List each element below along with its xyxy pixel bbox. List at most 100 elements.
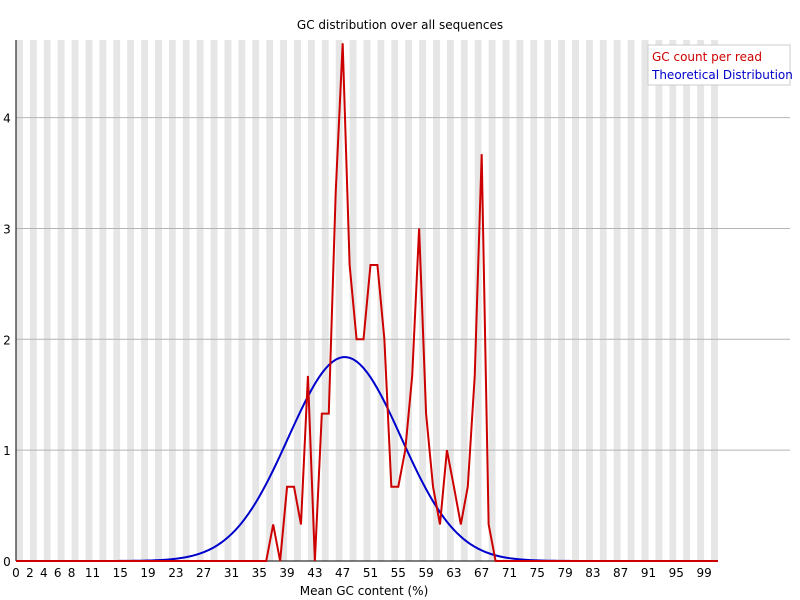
stripe (252, 40, 260, 561)
stripe (259, 40, 267, 561)
stripe (530, 40, 538, 561)
stripe (565, 40, 573, 561)
x-axis-ticks: 0 2 4 6 8 11 15 19 23 27 31 35 39 43 47 51 55 59 63 67 71 75 7… (12, 566, 712, 580)
stripe (113, 40, 121, 561)
stripe (231, 40, 239, 561)
stripe (29, 40, 37, 561)
x-tick-label: 51 (363, 566, 378, 580)
x-tick-label: 75 (530, 566, 545, 580)
stripe (99, 40, 107, 561)
stripe (238, 40, 246, 561)
legend-entry-theoretical: Theoretical Distribution (651, 68, 793, 82)
stripe (433, 40, 440, 561)
stripe (467, 40, 475, 561)
x-tick-label: 2 (26, 566, 34, 580)
stripe (43, 40, 51, 561)
stripe (704, 40, 712, 561)
stripe (300, 40, 308, 561)
stripe (168, 40, 176, 561)
stripe (439, 40, 447, 561)
stripe (78, 40, 86, 561)
stripe (141, 40, 149, 561)
stripe (446, 40, 454, 561)
x-tick-label: 87 (613, 566, 628, 580)
stripe (148, 40, 156, 561)
stripe (544, 40, 552, 561)
stripe (509, 40, 517, 561)
stripe (161, 40, 169, 561)
x-tick-label: 91 (641, 566, 656, 580)
stripe (592, 40, 600, 561)
stripe (572, 40, 579, 561)
stripe (474, 40, 482, 561)
y-tick-label: 0 (3, 555, 11, 569)
stripe (558, 40, 566, 561)
x-tick-label: 31 (224, 566, 239, 580)
stripe (217, 40, 225, 561)
x-tick-label: 99 (696, 566, 711, 580)
x-tick-label: 23 (168, 566, 183, 580)
stripe (85, 40, 93, 561)
stripe (245, 40, 253, 561)
stripe (196, 40, 204, 561)
stripe (92, 40, 100, 561)
stripe (50, 40, 58, 561)
stripe (690, 40, 698, 561)
stripe (426, 40, 434, 561)
stripe (620, 40, 628, 561)
x-tick-label: 67 (474, 566, 489, 580)
stripe (669, 40, 677, 561)
horizontal-gridlines (16, 117, 790, 451)
x-tick-label: 43 (307, 566, 322, 580)
stripe (537, 40, 545, 561)
stripe (606, 40, 614, 561)
stripe (585, 40, 593, 561)
x-tick-label: 4 (40, 566, 48, 580)
stripe (627, 40, 635, 561)
x-tick-label: 83 (585, 566, 600, 580)
stripe (370, 40, 378, 561)
stripe (697, 40, 705, 561)
x-tick-label: 8 (68, 566, 76, 580)
stripe (36, 40, 44, 561)
stripe (398, 40, 406, 561)
x-tick-label: 59 (418, 566, 433, 580)
x-tick-label: 15 (113, 566, 128, 580)
stripe (634, 40, 642, 561)
stripe (134, 40, 142, 561)
y-tick-label: 3 (3, 222, 11, 236)
stripe (488, 40, 496, 561)
stripe (523, 40, 531, 561)
stripe (64, 40, 72, 561)
stripe (314, 40, 322, 561)
stripe (22, 40, 30, 561)
x-tick-label: 95 (669, 566, 684, 580)
stripe (613, 40, 621, 561)
stripe (356, 40, 364, 561)
chart-legend: GC count per read Theoretical Distributi… (647, 44, 793, 86)
stripe (280, 40, 288, 561)
stripe (224, 40, 232, 561)
stripe (182, 40, 190, 561)
stripe (578, 40, 586, 561)
stripe (16, 40, 23, 561)
stripe (641, 40, 649, 561)
legend-entry-gc-count: GC count per read (652, 50, 762, 64)
stripe (495, 40, 503, 561)
stripe (321, 40, 329, 561)
stripe (676, 40, 684, 561)
x-tick-label: 39 (279, 566, 294, 580)
x-tick-label: 71 (502, 566, 517, 580)
stripe (189, 40, 197, 561)
stripe (516, 40, 524, 561)
stripe (71, 40, 79, 561)
stripe (551, 40, 559, 561)
stripe (655, 40, 663, 561)
x-tick-label: 11 (85, 566, 100, 580)
stripe (342, 40, 350, 561)
stripe (405, 40, 413, 561)
stripe (203, 40, 211, 561)
legend-box (647, 44, 791, 86)
stripe (287, 40, 295, 561)
